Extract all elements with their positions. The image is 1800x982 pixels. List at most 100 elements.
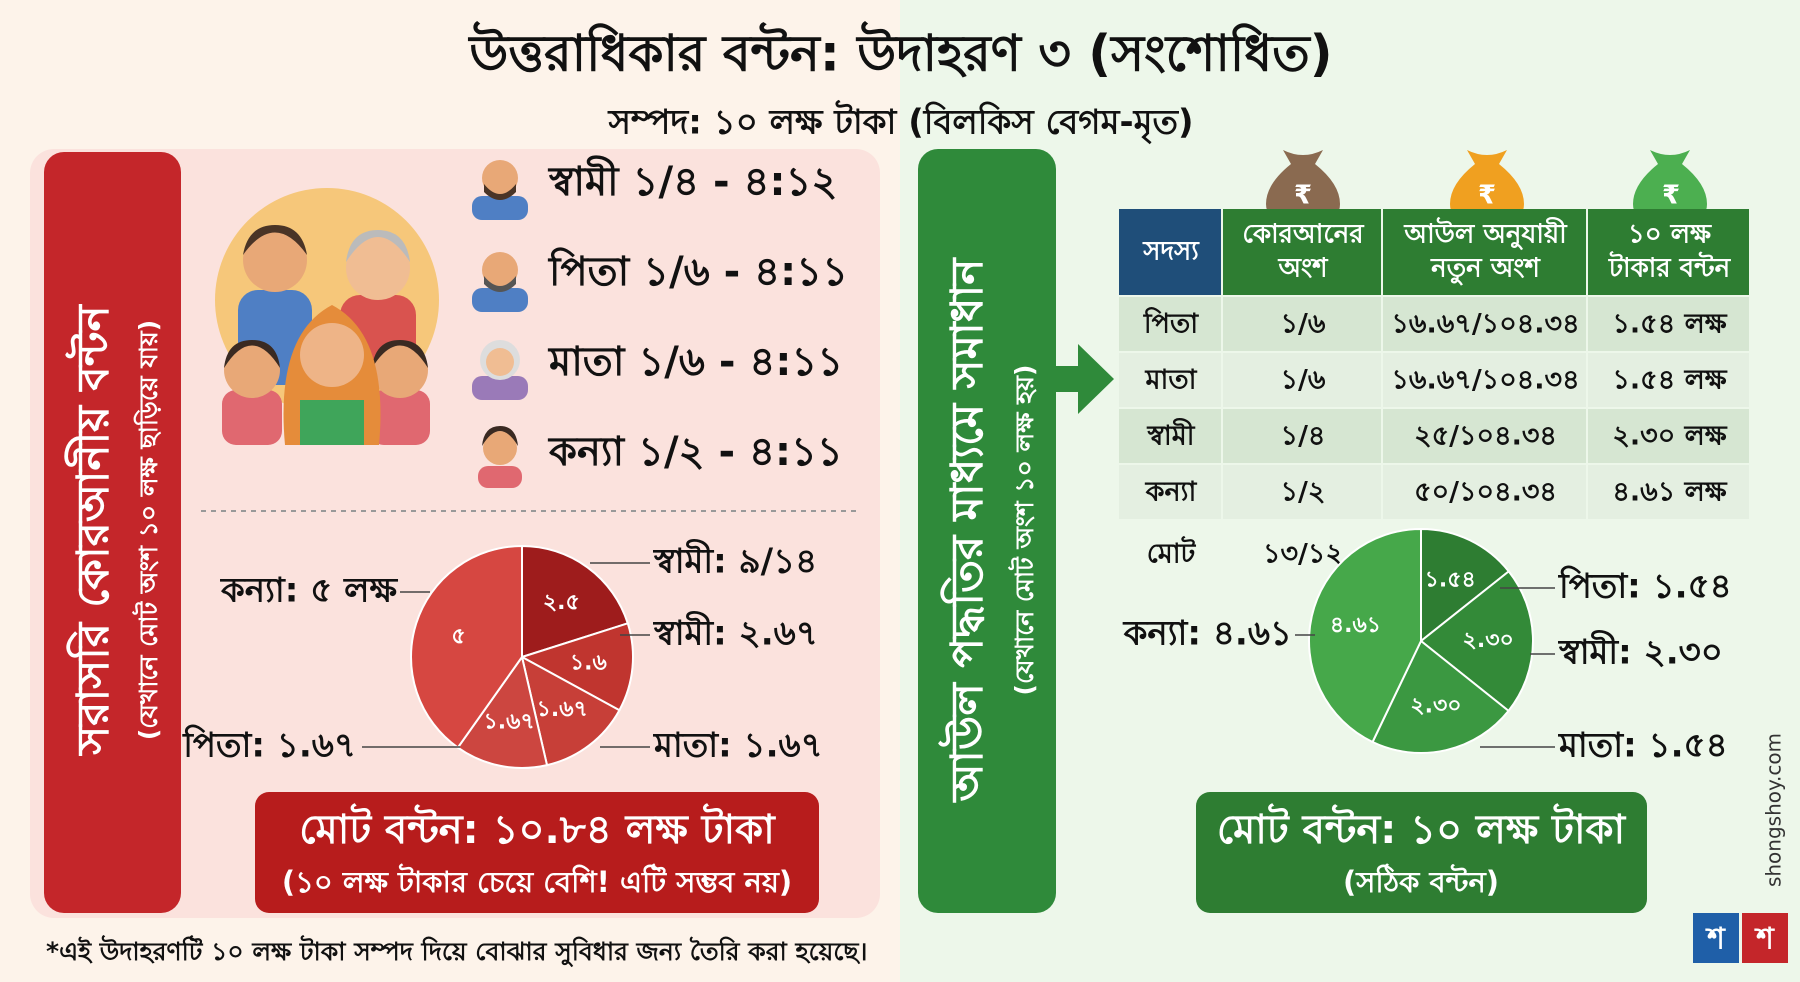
table-header: কোরআনের [1242, 220, 1365, 250]
table-cell [1588, 465, 1749, 519]
table-total: ১৩/১২ [1263, 539, 1343, 570]
table-total: মোট [1147, 536, 1197, 570]
right-heading: আউল পদ্ধতির মাধ্যমে সমাধান [938, 257, 993, 804]
pie-label: কন্যা: ৪.৬১ [1123, 614, 1292, 654]
pie-value-label: ২.৩০ [1463, 628, 1514, 653]
table-cell [1119, 297, 1221, 351]
table-cell-text: ১.৫৪ লক্ষ [1612, 309, 1727, 340]
table-cell [1223, 465, 1381, 519]
table-cell-text: স্বামী [1147, 418, 1196, 452]
pie-label: পিতা: ১.৫৪ [1558, 566, 1732, 607]
right-note: (যেখানে মোট অংশ ১০ লক্ষ হয়) [1008, 365, 1039, 696]
logo-letter: শ [1754, 922, 1775, 957]
member-share: পিতা ১/৬ - ৪:১১ [547, 247, 848, 295]
right-total-title: মোট বন্টন: ১০ লক্ষ টাকা [1217, 803, 1627, 853]
table-cell [1119, 465, 1221, 519]
table-cell-text: মাতা [1145, 365, 1198, 396]
table-cell [1383, 297, 1586, 351]
logo-box [1742, 913, 1788, 963]
pie-slice [520, 655, 621, 767]
currency-icon: ₹ [1294, 181, 1312, 211]
pie-value-label: ১.৬ [570, 650, 607, 675]
member-share: স্বামী ১/৪ - ৪:১২ [547, 155, 837, 205]
table-cell-text: কন্যা [1145, 477, 1198, 508]
pie-value-label: ১.৬৭ [484, 709, 535, 734]
table-cell [1223, 353, 1381, 407]
pie-label: স্বামী: ২.৬৭ [653, 611, 818, 654]
pie-label: মাতা: ১.৬৭ [653, 726, 823, 766]
table-cell-text: পিতা [1143, 307, 1199, 340]
left-total-title: মোট বন্টন: ১০.৮৪ লক্ষ টাকা [299, 803, 776, 853]
table-header: নতুন অংশ [1430, 254, 1541, 286]
pie-slice [519, 622, 634, 712]
logo-box [1693, 913, 1739, 963]
pie-value-label: ২.৫ [543, 590, 580, 615]
table-cell-text: ১৬.৬৭/১০৪.৩৪ [1391, 365, 1579, 396]
table-cell-text: ৪.৬১ লক্ষ [1612, 477, 1727, 508]
pie-slice [456, 654, 549, 769]
pie-slice [1419, 569, 1535, 713]
member-icons [472, 160, 528, 488]
table-header: অংশ [1277, 254, 1329, 284]
table-header-cell [1383, 209, 1586, 295]
table-cell-text: ১/৬ [1281, 365, 1326, 396]
pie-label: মাতা: ১.৫৪ [1558, 726, 1728, 766]
pie-value-label: ৫ [451, 624, 465, 649]
table-cell [1588, 297, 1749, 351]
table-cell-text: ১৬.৬৭/১০৪.৩৪ [1391, 309, 1579, 340]
title: উত্তরাধিকার বন্টন: উদাহরণ ৩ (সংশোধিত) [467, 21, 1332, 83]
table-header: সদস্য [1142, 237, 1200, 267]
table-cell [1383, 409, 1586, 463]
table-header-cell [1223, 209, 1381, 295]
table-cell-text: ১.৫৪ লক্ষ [1612, 365, 1727, 396]
table-cell [1223, 409, 1381, 463]
right-strip [918, 149, 1056, 913]
table-header-cell [1588, 209, 1749, 295]
left-strip [44, 152, 181, 913]
arrow [1056, 344, 1114, 414]
member-share: কন্যা ১/২ - ৪:১১ [547, 429, 843, 475]
right-total-note: (সঠিক বন্টন) [1343, 863, 1499, 899]
table-cell-text: ২.৩০ লক্ষ [1612, 421, 1727, 452]
subtitle: সম্পদ: ১০ লক্ষ টাকা (বিলকিস বেগম-মৃত) [608, 100, 1194, 145]
table-cell [1588, 353, 1749, 407]
money-bags [1266, 150, 1707, 218]
pie-label: কন্যা: ৫ লক্ষ [220, 571, 398, 611]
table-cell [1223, 297, 1381, 351]
pie-value-label: ১.৫৪ [1425, 567, 1476, 592]
left-note: (যেখানে মোট অংশ ১০ লক্ষ ছাড়িয়ে যায়) [132, 320, 163, 740]
pie-slice [1420, 527, 1511, 644]
pie-value-label: ১.৬৭ [537, 697, 588, 722]
table-cell-text: ৫০/১০৪.৩৪ [1414, 477, 1557, 508]
family-illustration [215, 188, 439, 445]
table-header-cell [1119, 209, 1221, 295]
logo-letter: শ [1705, 922, 1726, 957]
table-cell [1119, 409, 1221, 463]
pie-value-label: ২.৩০ [1410, 694, 1461, 719]
pie-slice [521, 544, 630, 659]
pie-slice [1371, 639, 1510, 755]
pie-label: স্বামী: ২.৩০ [1558, 630, 1723, 673]
table-cell [1383, 353, 1586, 407]
member-share: মাতা ১/৬ - ৪:১১ [547, 339, 843, 385]
table-cell-text: ১/৪ [1281, 421, 1326, 452]
pie-value-label: ৪.৬১ [1330, 613, 1381, 638]
table-cell-text: ১/২ [1281, 477, 1326, 508]
watermark: shongshoy.com [1762, 733, 1786, 887]
pie-slice [410, 544, 523, 749]
table-header: ১০ লক্ষ [1628, 220, 1712, 250]
table-cell-text: ১/৬ [1281, 309, 1326, 340]
table-cell [1588, 409, 1749, 463]
table-header: টাকার বন্টন [1608, 251, 1732, 284]
currency-icon: ₹ [1662, 181, 1680, 211]
table-cell [1383, 465, 1586, 519]
left-heading: সরাসরি কোরআনীয় বন্টন [64, 303, 119, 756]
left-total-box [255, 792, 819, 913]
table-header: আউল অনুযায়ী [1403, 217, 1568, 251]
table-cell-text: ২৫/১০৪.৩৪ [1414, 421, 1557, 452]
pie-label: পিতা: ১.৬৭ [182, 725, 356, 766]
left-total-note: (১০ লক্ষ টাকার চেয়ে বেশি! এটি সম্ভব নয়… [282, 863, 792, 899]
right-total-box [1196, 792, 1647, 913]
